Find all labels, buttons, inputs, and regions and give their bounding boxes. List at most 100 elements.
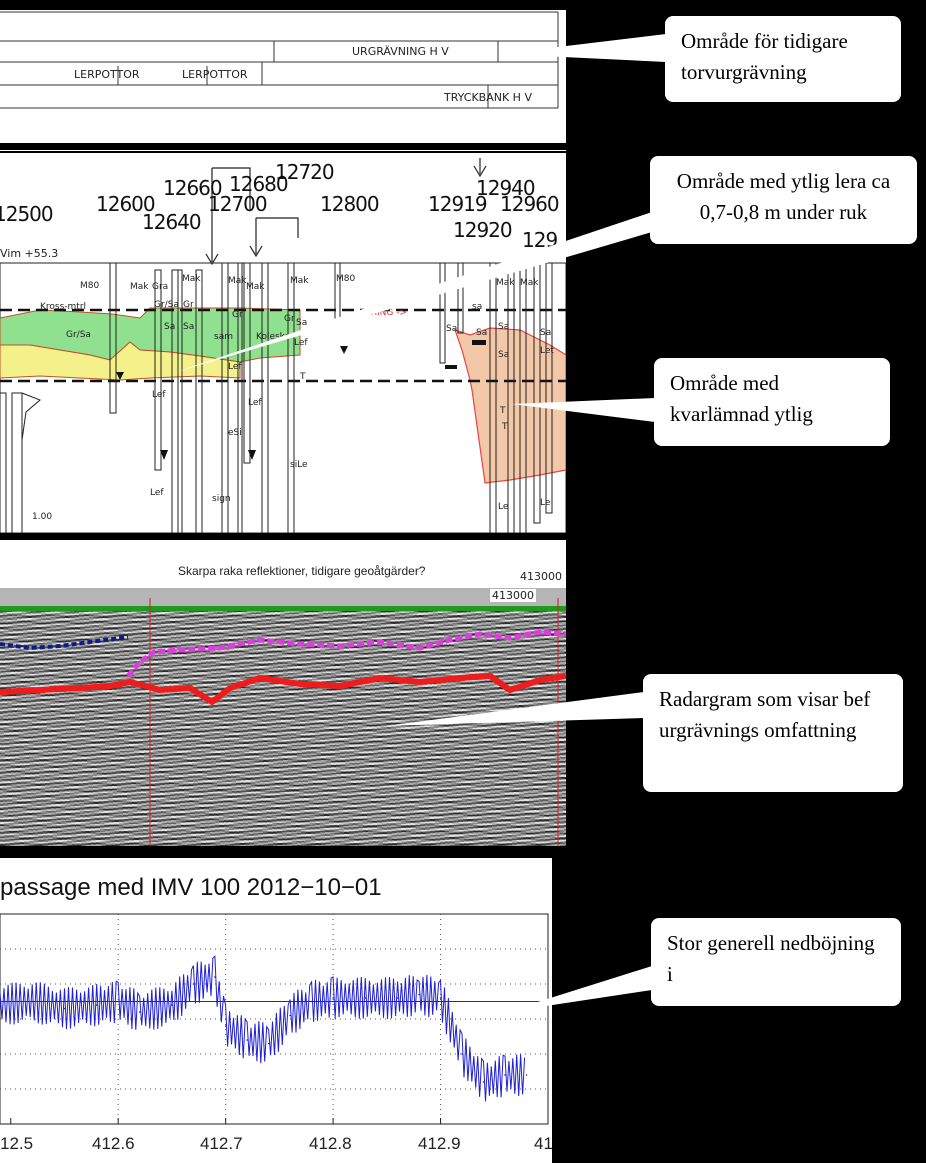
soil-label: Mak	[496, 278, 515, 288]
soil-label: Gr/Sa	[154, 300, 179, 310]
soil-label: Gra	[152, 282, 169, 292]
deflection-data-point	[439, 997, 442, 999]
soil-label: Sa	[498, 322, 510, 332]
radar-overlays	[0, 598, 566, 846]
soil-label: T	[300, 372, 306, 382]
soil-label: Mak	[246, 282, 265, 292]
chainage-label: 12960	[500, 192, 560, 216]
callout-urgravning: Område för tidigare torvurgrävning	[665, 16, 901, 102]
x-tick-label: 12.5	[0, 1134, 34, 1153]
deflection-data-point	[63, 1007, 66, 1010]
radar-header-text: Skarpa raka reflektioner, tidigare geoåt…	[178, 564, 426, 578]
deflection-data-point	[525, 1074, 528, 1076]
radar-green-line	[0, 606, 566, 611]
x-tick-label: 41	[534, 1134, 552, 1153]
soil-label: Mak	[520, 278, 539, 288]
deflection-data-point	[138, 1011, 141, 1013]
deflection-data-point	[364, 997, 367, 999]
x-tick-label: 412.7	[200, 1134, 243, 1153]
chainage-label: 12680	[229, 172, 289, 196]
soil-label: Gr	[183, 300, 194, 310]
soil-label: Lef	[150, 488, 164, 498]
chart-frame	[0, 913, 549, 1125]
soil-label: Lef	[152, 390, 166, 400]
chainage-label: 12940	[476, 176, 536, 200]
soil-label: T	[502, 422, 508, 432]
soil-label: 1.00	[32, 512, 53, 522]
soil-label: eSi	[228, 428, 242, 438]
deflection-data-point	[214, 976, 216, 978]
soil-label: Sa	[183, 322, 195, 332]
soil-label: Lef	[228, 362, 242, 372]
soil-label: Le	[498, 502, 509, 512]
deflection-data-point	[289, 1014, 291, 1017]
deflection-data-point	[461, 1053, 463, 1055]
deflection-data-point	[31, 1000, 34, 1003]
callout-ytlig-lera: Område med ytlig lera ca 0,7-0,8 m under…	[650, 156, 917, 244]
soil-label: sa	[472, 302, 483, 312]
soil-label: siLe	[290, 460, 308, 470]
geo-section-panel: 12500 12600 12640 12660 12680 12700 1272…	[0, 150, 566, 533]
plan-label-lerpottor-2: LERPOTTOR	[182, 68, 248, 81]
soil-label: sign	[212, 494, 231, 504]
radar-header-number: 413000	[520, 570, 562, 583]
soil-label: sam	[214, 332, 233, 342]
soil-label: Mak	[130, 282, 149, 292]
radargram-panel: Skarpa raka reflektioner, tidigare geoåt…	[0, 540, 566, 846]
soil-label: Sa	[540, 328, 552, 338]
deflection-data-point	[504, 1074, 506, 1076]
soil-label: Mak	[290, 276, 309, 286]
x-tick-label: 412.6	[92, 1134, 135, 1153]
deflection-data-point	[117, 1000, 119, 1003]
x-tick-label: 412.9	[418, 1134, 461, 1153]
soil-label: Le	[540, 498, 551, 508]
x-tick-label: 412.8	[309, 1134, 352, 1153]
deflection-series-line	[0, 955, 526, 1102]
red-note-label: LERING ->	[360, 308, 407, 318]
deflection-data-point	[482, 1081, 485, 1083]
soil-label: Lef	[294, 338, 308, 348]
plan-strip-lines	[0, 11, 559, 109]
soil-label: Sa	[296, 318, 308, 328]
plan-label-urgravning: URGRÄVNING H V	[352, 45, 449, 58]
soil-label: Lef	[248, 398, 262, 408]
chainage-label: 12600	[96, 192, 156, 216]
level-label: Vim +55.3	[0, 247, 59, 260]
deflection-data-point	[171, 1004, 173, 1006]
deflection-data-point	[310, 1000, 313, 1003]
plan-strip-panel: URGRÄVNING H V LERPOTTOR LERPOTTOR TRYCK…	[0, 10, 566, 143]
chainage-label: 12500	[0, 202, 54, 226]
plan-label-tryckbank: TRYCKBANK H V	[444, 91, 532, 104]
deflection-data-point	[246, 1039, 248, 1041]
chainage-label: 129	[522, 228, 558, 252]
chainage-label: 12800	[320, 192, 380, 216]
radar-scale-number: 413000	[490, 589, 536, 602]
soil-label: M80	[80, 281, 100, 291]
callout-kvarlamnad: Område med kvarlämnad ytlig	[654, 358, 890, 446]
radar-scale-bar	[0, 588, 566, 606]
soil-label: Let	[540, 346, 554, 356]
radar-image	[0, 611, 566, 846]
soil-label: Sa	[476, 328, 488, 338]
chart-plot	[0, 913, 549, 1125]
soil-label: Sa	[446, 324, 458, 334]
callout-nedbojning: Stor generell nedböjning i	[651, 918, 901, 1006]
chart-title: passage med IMV 100 2012−10−01	[0, 874, 382, 901]
soil-label: M80	[336, 274, 356, 284]
deflection-data-point	[332, 997, 334, 999]
soil-label: Mak	[228, 276, 247, 286]
deflection-data-point	[95, 1004, 98, 1006]
deflection-chart-panel: passage med IMV 100 2012−10−01 12.5 412.…	[0, 858, 552, 1163]
deflection-data-point	[418, 993, 420, 996]
chainage-label: 12640	[142, 210, 202, 234]
chainage-label: 12720	[275, 160, 335, 184]
chainage-label: 12700	[208, 192, 268, 216]
soil-label: Mak	[182, 274, 201, 284]
soil-label: T	[500, 406, 506, 416]
soil-label: Koleska	[256, 332, 291, 342]
callout-radargram: Radargram som visar bef urgrävnings omfa…	[643, 674, 903, 792]
soil-label: Gr	[232, 310, 243, 320]
chainage-label: 12660	[163, 176, 223, 200]
deflection-data-point	[396, 997, 399, 999]
soil-label: Gr	[284, 314, 295, 324]
